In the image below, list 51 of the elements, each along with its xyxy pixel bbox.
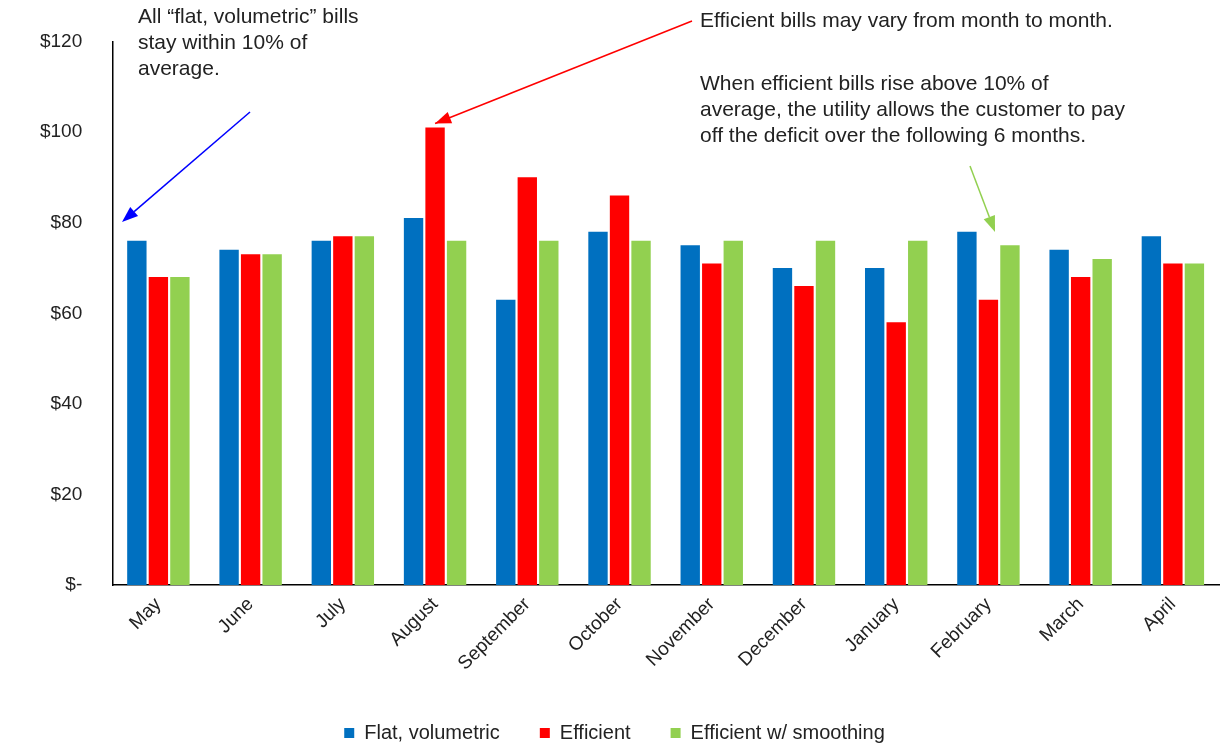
bar: [1000, 245, 1020, 586]
bar: [588, 231, 608, 586]
bar: [403, 218, 424, 586]
bar: [702, 263, 722, 586]
bar: [354, 236, 375, 586]
bar: [865, 267, 885, 586]
bar: [333, 236, 353, 586]
annotation: Efficient bills may vary from month to month.: [700, 7, 1220, 33]
bar: [127, 240, 147, 586]
bar: [794, 286, 814, 586]
bar: [886, 322, 906, 586]
y-tick-label: $120: [39, 29, 83, 51]
bar: [240, 254, 261, 586]
bar: [1092, 258, 1112, 586]
bar: [539, 240, 559, 586]
bar: [609, 195, 630, 586]
y-tick-label: $40: [50, 392, 83, 414]
legend-label: Flat, volumetric: [364, 720, 500, 743]
bar: [425, 127, 445, 586]
x-tick-label: July: [310, 592, 350, 632]
bar: [815, 240, 836, 586]
legend-label: Efficient: [559, 720, 632, 743]
bar: [1070, 277, 1091, 586]
bar: [311, 240, 331, 586]
bar: [446, 240, 467, 586]
bar: [772, 267, 793, 586]
bar: [219, 249, 239, 586]
bar: [1184, 263, 1205, 586]
bar: [1141, 236, 1162, 586]
legend-label: Efficient w/ smoothing: [690, 720, 885, 743]
bar: [978, 299, 999, 586]
bar: [170, 277, 190, 586]
x-tick-label: May: [124, 592, 166, 634]
bar: [631, 240, 651, 586]
bar: [148, 277, 169, 586]
bar: [680, 245, 700, 586]
annotation: All “flat, volumetric” bills stay within 10% of average.: [138, 3, 366, 81]
y-tick-label: $100: [39, 120, 83, 142]
bar: [723, 240, 743, 586]
bar: [957, 231, 977, 586]
bar: [908, 240, 928, 586]
bar: [1163, 263, 1183, 586]
annotation: When efficient bills rise above 10% of average, the utility allows the customer to pay off the deficit over the following 6 months.: [700, 70, 1130, 148]
y-tick-label: $-: [65, 573, 83, 595]
bar: [262, 254, 282, 586]
y-tick-label: $60: [50, 301, 83, 323]
bar: [517, 177, 537, 586]
y-tick-label: $80: [50, 210, 83, 232]
bar: [1049, 249, 1069, 586]
bar: [496, 299, 516, 586]
y-tick-label: $20: [50, 482, 83, 504]
